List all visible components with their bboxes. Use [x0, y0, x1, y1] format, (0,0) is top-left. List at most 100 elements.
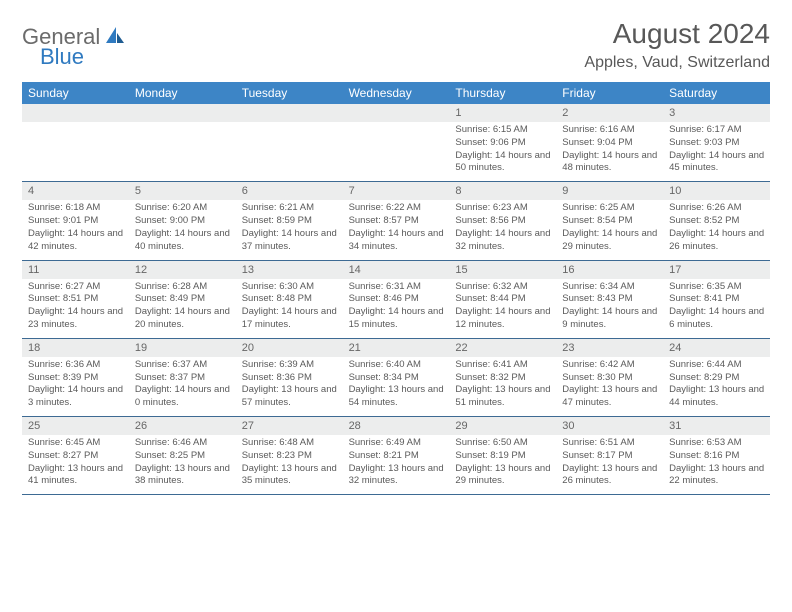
- sunset-text: Sunset: 8:51 PM: [28, 293, 125, 306]
- sunrise-text: Sunrise: 6:45 AM: [28, 437, 125, 450]
- day-number: 10: [663, 182, 770, 200]
- sunset-text: Sunset: 8:23 PM: [242, 450, 339, 463]
- sunrise-text: Sunrise: 6:32 AM: [455, 281, 552, 294]
- sunset-text: Sunset: 8:54 PM: [562, 215, 659, 228]
- sunset-text: Sunset: 8:59 PM: [242, 215, 339, 228]
- daylight-text: Daylight: 13 hours and 32 minutes.: [349, 463, 446, 489]
- sunset-text: Sunset: 8:46 PM: [349, 293, 446, 306]
- day-number: 7: [343, 182, 450, 200]
- day-number: 18: [22, 339, 129, 357]
- sunrise-text: Sunrise: 6:17 AM: [669, 124, 766, 137]
- sunrise-text: Sunrise: 6:16 AM: [562, 124, 659, 137]
- daynum-row: 25262728293031: [22, 417, 770, 435]
- daylight-text: Daylight: 14 hours and 26 minutes.: [669, 228, 766, 254]
- day-detail: Sunrise: 6:34 AMSunset: 8:43 PMDaylight:…: [556, 279, 663, 338]
- day-number: 21: [343, 339, 450, 357]
- day-number: 9: [556, 182, 663, 200]
- daylight-text: Daylight: 14 hours and 37 minutes.: [242, 228, 339, 254]
- sunset-text: Sunset: 8:34 PM: [349, 372, 446, 385]
- sunset-text: Sunset: 8:39 PM: [28, 372, 125, 385]
- day-number: 13: [236, 261, 343, 279]
- day-number: [343, 104, 450, 122]
- sunrise-text: Sunrise: 6:51 AM: [562, 437, 659, 450]
- day-detail: Sunrise: 6:26 AMSunset: 8:52 PMDaylight:…: [663, 200, 770, 259]
- day-detail: Sunrise: 6:44 AMSunset: 8:29 PMDaylight:…: [663, 357, 770, 416]
- daylight-text: Daylight: 14 hours and 48 minutes.: [562, 150, 659, 176]
- day-number: 29: [449, 417, 556, 435]
- dow-saturday: Saturday: [663, 82, 770, 104]
- day-number: 23: [556, 339, 663, 357]
- dow-wednesday: Wednesday: [343, 82, 450, 104]
- daylight-text: Daylight: 13 hours and 29 minutes.: [455, 463, 552, 489]
- sunset-text: Sunset: 9:04 PM: [562, 137, 659, 150]
- details-row: Sunrise: 6:45 AMSunset: 8:27 PM Daylight:…: [22, 435, 770, 495]
- daylight-text: Daylight: 13 hours and 26 minutes.: [562, 463, 659, 489]
- daylight-text: Daylight: 14 hours and 15 minutes.: [349, 306, 446, 332]
- daylight-text: Daylight: 13 hours and 54 minutes.: [349, 384, 446, 410]
- day-detail: Sunrise: 6:46 AMSunset: 8:25 PMDaylight:…: [129, 435, 236, 494]
- details-row: Sunrise: 6:36 AMSunset: 8:39 PMDaylight:…: [22, 357, 770, 417]
- day-number: 3: [663, 104, 770, 122]
- details-row: Sunrise: 6:18 AMSunset: 9:01 PMDaylight:…: [22, 200, 770, 260]
- day-detail: Sunrise: 6:51 AMSunset: 8:17 PMDaylight:…: [556, 435, 663, 494]
- day-number: 5: [129, 182, 236, 200]
- day-detail: Sunrise: 6:32 AMSunset: 8:44 PMDaylight:…: [449, 279, 556, 338]
- day-detail: Sunrise: 6:40 AMSunset: 8:34 PMDaylight:…: [343, 357, 450, 416]
- daylight-text: Daylight: 13 hours and 35 minutes.: [242, 463, 339, 489]
- sunset-text: Sunset: 8:30 PM: [562, 372, 659, 385]
- sunset-text: Sunset: 9:06 PM: [455, 137, 552, 150]
- sunrise-text: Sunrise: 6:34 AM: [562, 281, 659, 294]
- sunset-text: Sunset: 8:27 PM: [28, 450, 125, 463]
- sunrise-text: Sunrise: 6:18 AM: [28, 202, 125, 215]
- day-number: 15: [449, 261, 556, 279]
- day-number: 19: [129, 339, 236, 357]
- day-detail: Sunrise: 6:48 AMSunset: 8:23 PMDaylight:…: [236, 435, 343, 494]
- day-detail: Sunrise: 6:37 AMSunset: 8:37 PMDaylight:…: [129, 357, 236, 416]
- day-number: 26: [129, 417, 236, 435]
- logo-blue-line: Blue: [40, 44, 84, 70]
- sunrise-text: Sunrise: 6:27 AM: [28, 281, 125, 294]
- day-number: 12: [129, 261, 236, 279]
- sunrise-text: Sunrise: 6:44 AM: [669, 359, 766, 372]
- sunrise-text: Sunrise: 6:25 AM: [562, 202, 659, 215]
- day-detail: [22, 122, 129, 181]
- day-detail: Sunrise: 6:21 AMSunset: 8:59 PMDaylight:…: [236, 200, 343, 259]
- day-number: 22: [449, 339, 556, 357]
- daylight-text: Daylight: 14 hours and 12 minutes.: [455, 306, 552, 332]
- day-of-week-row: Sunday Monday Tuesday Wednesday Thursday…: [22, 82, 770, 104]
- daylight-text: Daylight: 13 hours and 38 minutes.: [135, 463, 232, 489]
- dow-sunday: Sunday: [22, 82, 129, 104]
- day-number: 14: [343, 261, 450, 279]
- sunset-text: Sunset: 8:43 PM: [562, 293, 659, 306]
- day-number: 8: [449, 182, 556, 200]
- sunrise-text: Sunrise: 6:37 AM: [135, 359, 232, 372]
- daylight-text: Daylight: 14 hours and 9 minutes.: [562, 306, 659, 332]
- details-row: Sunrise: 6:27 AMSunset: 8:51 PM Daylight:…: [22, 279, 770, 339]
- sunset-text: Sunset: 8:49 PM: [135, 293, 232, 306]
- sunrise-text: Sunrise: 6:21 AM: [242, 202, 339, 215]
- day-detail: Sunrise: 6:27 AMSunset: 8:51 PMDaylight:…: [22, 279, 129, 338]
- dow-thursday: Thursday: [449, 82, 556, 104]
- day-detail: Sunrise: 6:36 AMSunset: 8:39 PMDaylight:…: [22, 357, 129, 416]
- sunset-text: Sunset: 8:19 PM: [455, 450, 552, 463]
- day-detail: [236, 122, 343, 181]
- day-detail: Sunrise: 6:22 AMSunset: 8:57 PMDaylight:…: [343, 200, 450, 259]
- calendar: Sunday Monday Tuesday Wednesday Thursday…: [22, 82, 770, 495]
- sunset-text: Sunset: 8:16 PM: [669, 450, 766, 463]
- daylight-text: Daylight: 14 hours and 20 minutes.: [135, 306, 232, 332]
- day-number: [236, 104, 343, 122]
- day-detail: Sunrise: 6:15 AMSunset: 9:06 PMDaylight:…: [449, 122, 556, 181]
- sunset-text: Sunset: 9:00 PM: [135, 215, 232, 228]
- daylight-text: Daylight: 14 hours and 3 minutes.: [28, 384, 125, 410]
- header: General August 2024 Apples, Vaud, Switze…: [22, 18, 770, 72]
- daylight-text: Daylight: 14 hours and 50 minutes.: [455, 150, 552, 176]
- daylight-text: Daylight: 14 hours and 17 minutes.: [242, 306, 339, 332]
- dow-monday: Monday: [129, 82, 236, 104]
- day-detail: Sunrise: 6:53 AMSunset: 8:16 PMDaylight:…: [663, 435, 770, 494]
- sunset-text: Sunset: 8:36 PM: [242, 372, 339, 385]
- sunrise-text: Sunrise: 6:35 AM: [669, 281, 766, 294]
- sunset-text: Sunset: 8:25 PM: [135, 450, 232, 463]
- day-number: 27: [236, 417, 343, 435]
- sunrise-text: Sunrise: 6:31 AM: [349, 281, 446, 294]
- sunset-text: Sunset: 8:37 PM: [135, 372, 232, 385]
